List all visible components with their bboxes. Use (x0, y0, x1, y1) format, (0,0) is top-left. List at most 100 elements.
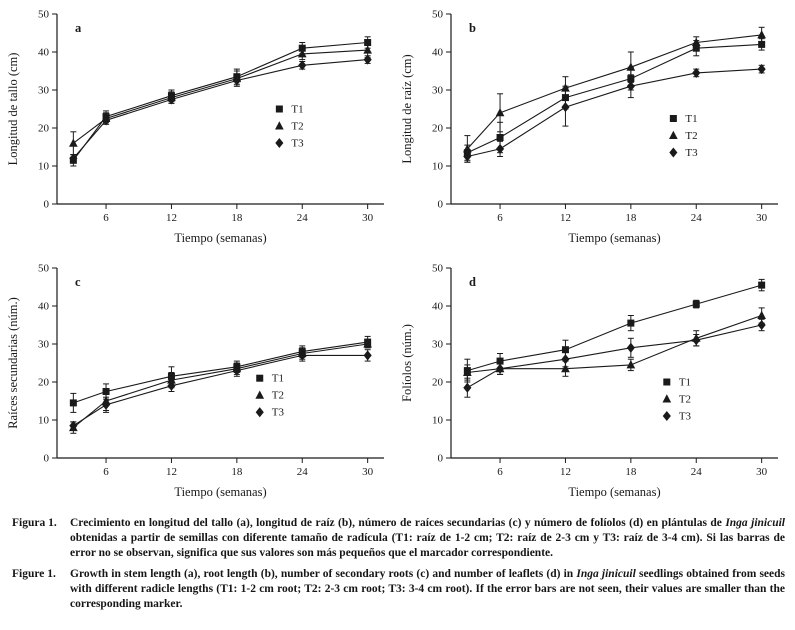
triangle-marker (662, 394, 672, 403)
diamond-marker (561, 102, 570, 113)
square-marker (758, 40, 766, 48)
legend-label-T1: T1 (272, 373, 284, 385)
svg-text:18: 18 (231, 466, 243, 478)
svg-text:50: 50 (38, 9, 50, 21)
legend-label-T2: T2 (291, 121, 303, 133)
diamond-marker (495, 143, 505, 154)
legend-label-T3: T3 (291, 138, 304, 150)
svg-text:30: 30 (432, 339, 444, 351)
square-marker (69, 399, 77, 407)
diamond-marker (363, 54, 372, 65)
svg-text:18: 18 (625, 466, 637, 478)
svg-text:20: 20 (432, 377, 444, 389)
svg-text:40: 40 (38, 47, 50, 59)
triangle-marker (691, 37, 701, 46)
chart-panel-c: 0 10 20 30 40 50 6 12 18 24 30 Tiempo (semanas) Raíc… (2, 258, 396, 502)
caption-es-before: Crecimiento en longitud del tallo (a), l… (70, 517, 722, 529)
svg-text:6: 6 (497, 212, 503, 224)
diamond-marker (275, 137, 284, 149)
caption-es-after: obtenidas a partir de semillas con difer… (70, 532, 785, 559)
svg-text:10: 10 (432, 415, 444, 427)
caption-label-en: Figure 1. (12, 568, 56, 580)
svg-text:30: 30 (756, 466, 768, 478)
svg-text:18: 18 (625, 212, 637, 224)
caption-en-before: Growth in stem length (a), root length (… (70, 568, 574, 580)
series-T2 (69, 42, 372, 156)
triangle-marker (297, 49, 307, 58)
x-axis-label: Tiempo (semanas) (568, 485, 660, 499)
svg-text:40: 40 (432, 301, 444, 313)
legend: T1 T2 T3 (669, 113, 698, 159)
series-T3 (463, 318, 766, 398)
svg-text:6: 6 (103, 466, 109, 478)
x-axis-label: Tiempo (semanas) (568, 231, 660, 245)
square-marker (669, 115, 677, 122)
legend-label-T3: T3 (272, 407, 285, 419)
triangle-marker (669, 130, 678, 139)
figure-captions: Figura 1. Crecimiento en longitud del ta… (12, 516, 785, 612)
y-axis-label: Folíolos (núm.) (400, 324, 414, 402)
svg-text:40: 40 (38, 301, 50, 313)
square-marker (758, 281, 766, 289)
chart-d-svg: 0 10 20 30 40 50 6 12 18 24 30 Tiempo (semanas) Folí… (400, 263, 778, 499)
triangle-marker (626, 62, 636, 71)
axes: 0 10 20 30 40 50 6 12 18 24 30 (432, 9, 778, 224)
square-marker (663, 378, 671, 386)
diamond-marker (363, 350, 372, 361)
svg-text:24: 24 (297, 212, 309, 224)
svg-text:20: 20 (38, 377, 50, 389)
svg-text:0: 0 (438, 453, 444, 465)
legend-label-T1: T1 (291, 104, 303, 116)
triangle-marker (561, 83, 570, 92)
series-T3 (463, 64, 766, 163)
diamond-marker (757, 64, 766, 75)
square-marker (496, 134, 504, 141)
diamond-marker (561, 354, 570, 365)
series-T2 (69, 339, 372, 434)
panel-letter: d (469, 275, 476, 289)
triangle-marker (561, 363, 570, 373)
diamond-marker (298, 350, 307, 361)
triangle-marker (463, 367, 472, 376)
diamond-marker (232, 75, 241, 86)
svg-text:20: 20 (38, 123, 50, 135)
diamond-marker (69, 420, 78, 431)
svg-text:6: 6 (103, 212, 109, 224)
svg-text:12: 12 (166, 212, 177, 224)
svg-text:0: 0 (44, 453, 50, 465)
svg-text:18: 18 (231, 212, 243, 224)
series-T2 (463, 26, 766, 163)
square-marker (496, 357, 504, 365)
triangle-marker (495, 108, 505, 117)
caption-text-es: Crecimiento en longitud del tallo (a), l… (70, 516, 785, 561)
square-marker (561, 346, 569, 354)
svg-text:50: 50 (432, 9, 444, 21)
caption-spanish: Figura 1. Crecimiento en longitud del ta… (12, 516, 785, 561)
diamond-marker (463, 151, 472, 162)
triangle-marker (255, 390, 265, 399)
caption-label-es: Figura 1. (12, 517, 57, 529)
chart-a-svg: 0 10 20 30 40 50 6 12 18 24 30 Tiempo (semanas) Long… (6, 9, 384, 245)
species-name: Inga jinicuil (576, 568, 636, 580)
panel-letter: b (469, 21, 476, 35)
square-marker (275, 105, 283, 113)
x-axis-label: Tiempo (semanas) (174, 231, 266, 245)
svg-text:24: 24 (691, 466, 703, 478)
svg-text:30: 30 (432, 85, 444, 97)
svg-text:30: 30 (38, 85, 50, 97)
legend-label-T1: T1 (685, 113, 697, 125)
y-axis-label: Longitud de tallo (cm) (6, 53, 20, 166)
charts-grid: 0 10 20 30 40 50 6 12 18 24 30 Tiempo (semanas) Long… (2, 4, 793, 502)
triangle-marker (363, 45, 372, 54)
svg-text:30: 30 (756, 212, 768, 224)
axes: 0 10 20 30 40 50 6 12 18 24 30 (38, 263, 384, 478)
series-T3 (69, 54, 372, 164)
legend-label-T2: T2 (272, 390, 284, 402)
legend-label-T2: T2 (679, 394, 691, 406)
svg-text:40: 40 (432, 47, 444, 59)
svg-text:50: 50 (432, 263, 444, 275)
diamond-marker (626, 342, 635, 353)
diamond-marker (167, 94, 176, 105)
triangle-marker (626, 360, 636, 369)
diamond-marker (757, 319, 766, 331)
